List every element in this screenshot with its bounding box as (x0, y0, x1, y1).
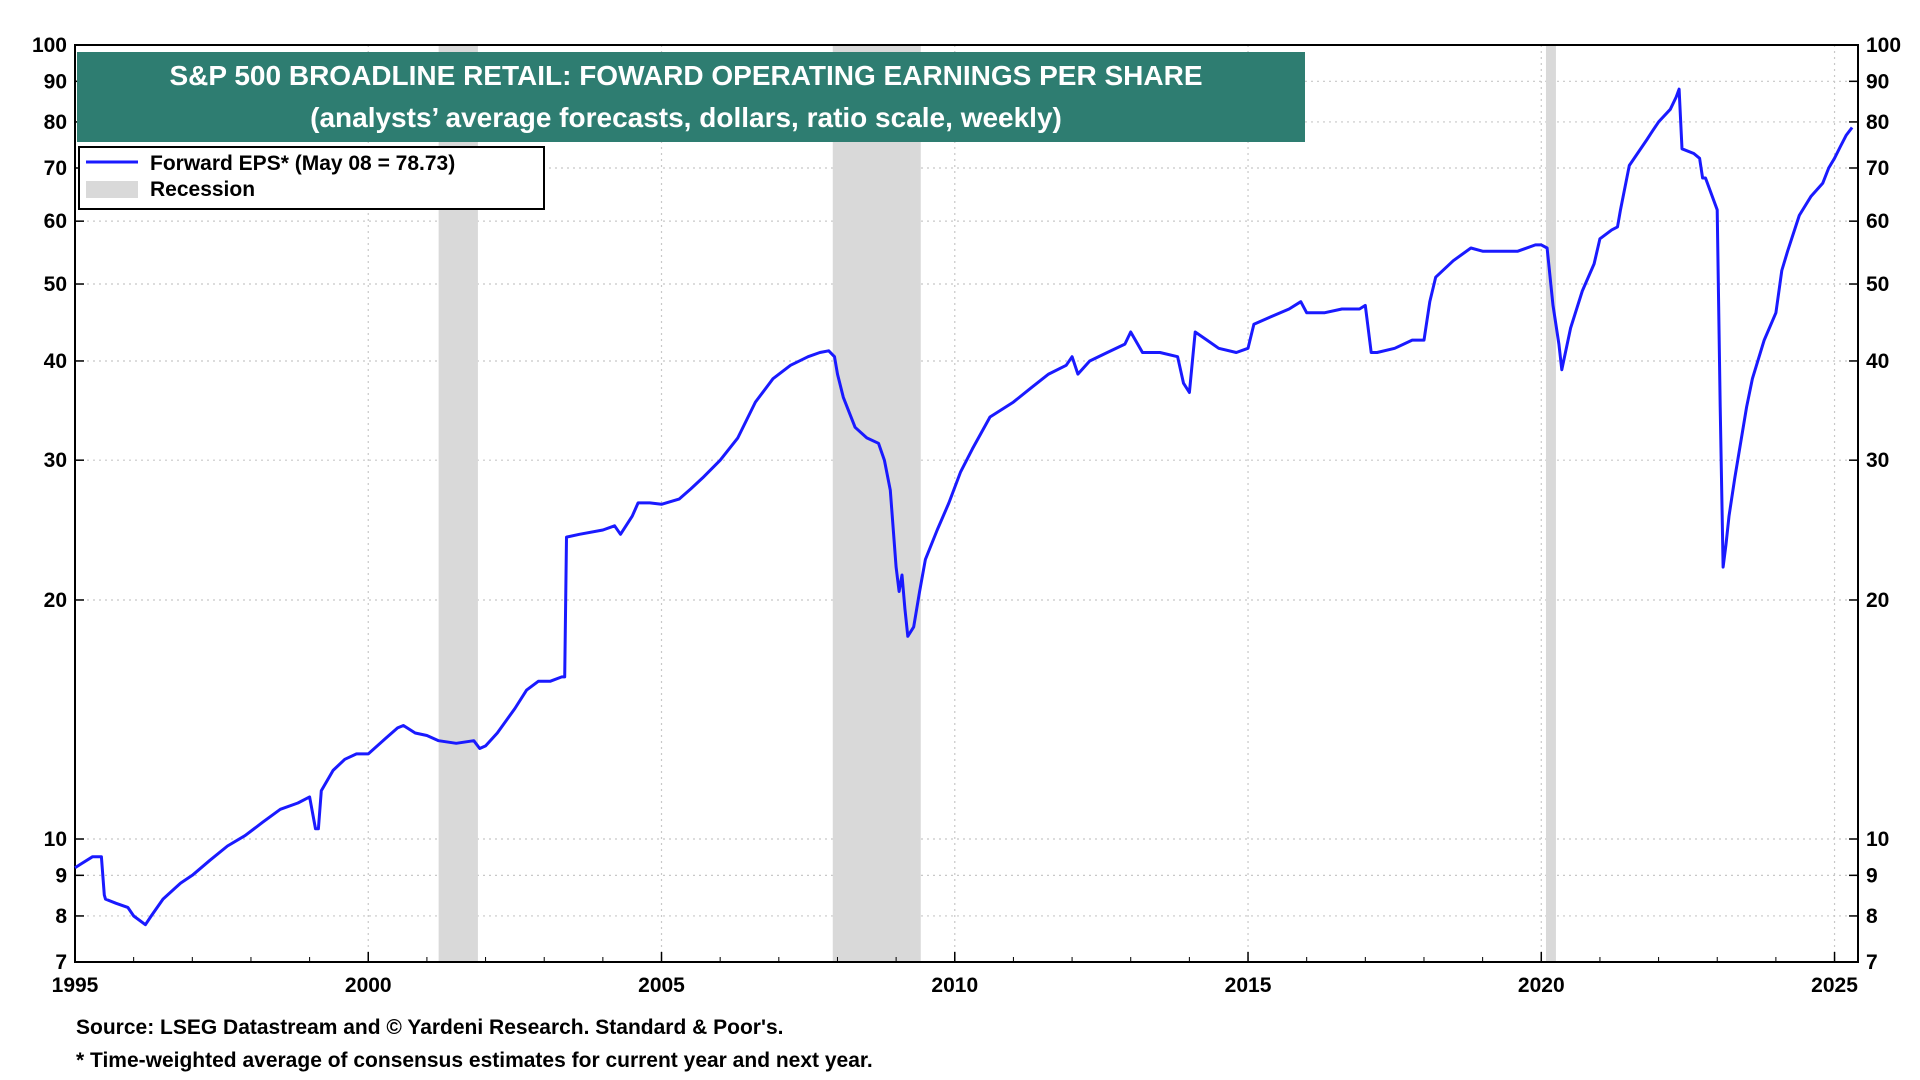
legend-item-recession: Recession (150, 178, 255, 201)
source-note: Source: LSEG Datastream and © Yardeni Re… (76, 1016, 784, 1039)
y-tick-label-left: 100 (32, 34, 67, 57)
recession-band-2 (1545, 45, 1556, 962)
x-tick-label: 2020 (1518, 974, 1565, 997)
y-tick-label-right: 60 (1866, 210, 1889, 233)
y-tick-label-right: 100 (1866, 34, 1901, 57)
x-tick-label: 2000 (345, 974, 392, 997)
y-tick-label-left: 50 (44, 273, 67, 296)
x-tick-label: 2015 (1225, 974, 1272, 997)
y-tick-label-right: 70 (1866, 157, 1889, 180)
y-tick-label-right: 40 (1866, 350, 1889, 373)
title-box: S&P 500 BROADLINE RETAIL: FOWARD OPERATI… (77, 52, 1305, 142)
y-tick-label-right: 80 (1866, 111, 1889, 134)
y-tick-label-right: 50 (1866, 273, 1889, 296)
x-tick-label: 1995 (52, 974, 99, 997)
recession-band-1 (832, 45, 921, 962)
y-tick-label-left: 7 (55, 951, 67, 974)
legend: Forward EPS* (May 08 = 78.73) Recession (78, 146, 545, 210)
y-tick-label-right: 20 (1866, 589, 1889, 612)
y-tick-label-right: 7 (1866, 951, 1878, 974)
y-tick-label-right: 10 (1866, 828, 1889, 851)
y-tick-label-right: 9 (1866, 864, 1878, 887)
footnote: * Time-weighted average of consensus est… (76, 1049, 873, 1072)
y-tick-label-left: 9 (55, 864, 67, 887)
y-tick-label-left: 8 (55, 905, 67, 928)
forward-eps-line (74, 87, 1854, 927)
y-tick-label-right: 30 (1866, 449, 1889, 472)
y-tick-label-right: 90 (1866, 70, 1889, 93)
y-tick-label-left: 10 (44, 828, 67, 851)
y-tick-label-left: 30 (44, 449, 67, 472)
x-axis: 1995 2000 2005 2010 2015 2020 2025 (52, 952, 1858, 997)
legend-item-forward-eps: Forward EPS* (May 08 = 78.73) (150, 152, 455, 175)
y-tick-label-left: 80 (44, 111, 67, 134)
chart-title: S&P 500 BROADLINE RETAIL: FOWARD OPERATI… (170, 60, 1203, 91)
y-tick-label-right: 8 (1866, 905, 1878, 928)
y-axis: 7 7 8 8 9 9 10 10 20 20 30 30 40 40 50 50 60 60 70 70 80 80 90… (32, 34, 1901, 974)
chart-subtitle: (analysts’ average forecasts, dollars, r… (310, 102, 1062, 133)
x-tick-label: 2025 (1811, 974, 1858, 997)
y-tick-label-left: 60 (44, 210, 67, 233)
y-tick-label-left: 70 (44, 157, 67, 180)
y-tick-label-left: 40 (44, 350, 67, 373)
x-tick-label: 2010 (931, 974, 978, 997)
legend-band-swatch (86, 181, 138, 198)
plot-frame (74, 44, 1859, 963)
y-tick-label-left: 20 (44, 589, 67, 612)
recession-bands (438, 45, 1556, 962)
x-tick-label: 2005 (638, 974, 685, 997)
y-tick-label-left: 90 (44, 70, 67, 93)
